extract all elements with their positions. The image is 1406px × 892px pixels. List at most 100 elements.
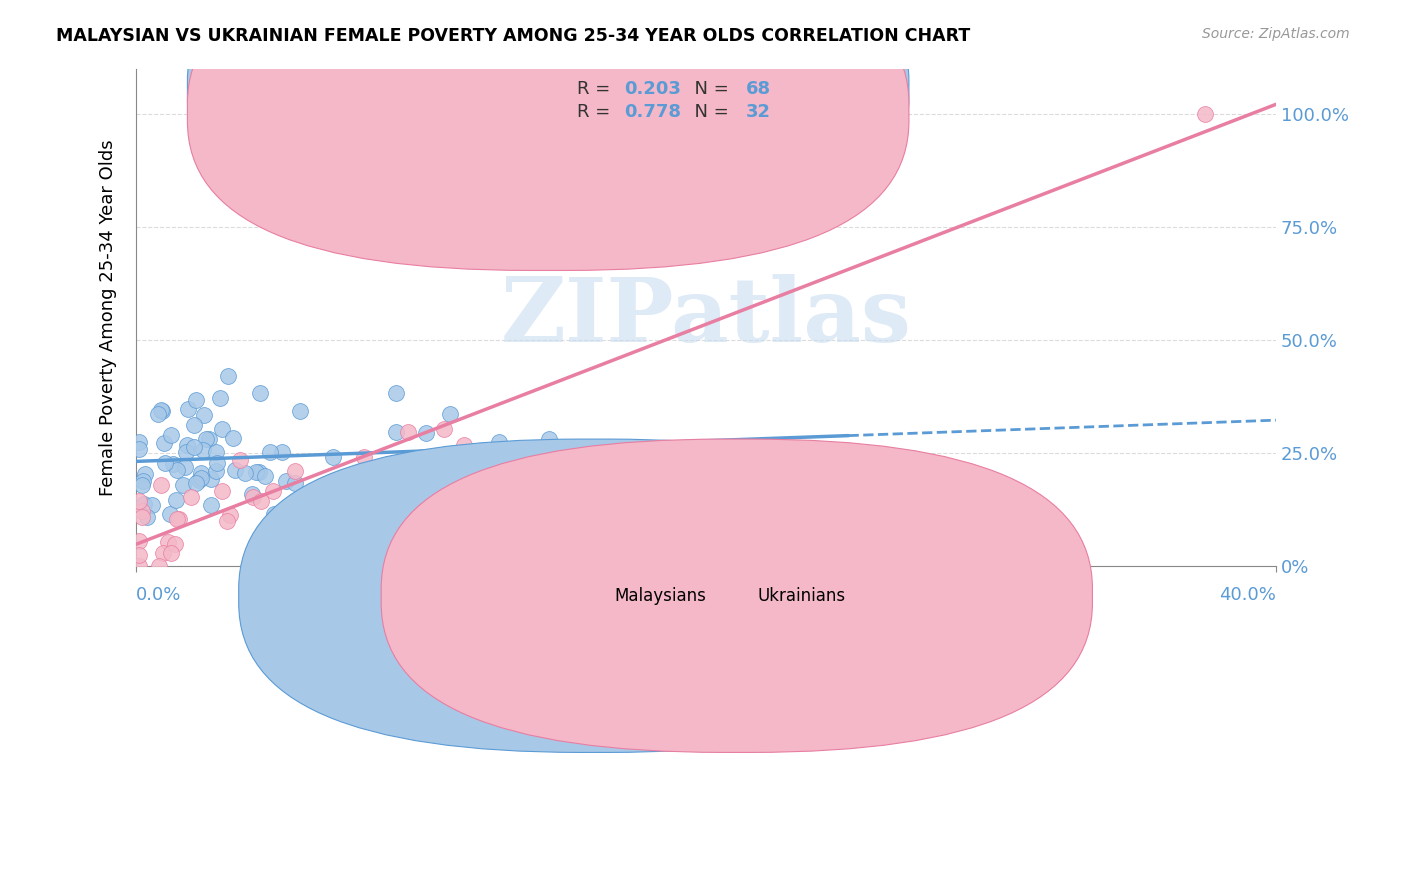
Point [211,422,233,436]
Point [224,463,246,477]
FancyBboxPatch shape [187,0,908,270]
Point [271,445,294,459]
Point [195,432,218,446]
Point [135,510,157,524]
Point [146,407,169,421]
Point [191,443,214,458]
Text: R =: R = [578,80,616,98]
Point [200,498,222,512]
Point [433,422,456,436]
Text: Malaysians: Malaysians [614,587,707,605]
Point [128,442,150,456]
Point [264,525,287,540]
Point [180,490,202,504]
Point [190,467,212,481]
Point [205,445,228,459]
Point [381,463,404,477]
Point [165,493,187,508]
Point [205,465,228,479]
Point [222,431,245,445]
Point [200,472,222,486]
Point [284,464,307,478]
Point [439,407,461,421]
Point [314,476,336,491]
Text: MALAYSIAN VS UKRAINIAN FEMALE POVERTY AMONG 25-34 YEAR OLDS CORRELATION CHART: MALAYSIAN VS UKRAINIAN FEMALE POVERTY AM… [56,27,970,45]
Point [259,445,281,459]
Text: Source: ZipAtlas.com: Source: ZipAtlas.com [1202,27,1350,41]
Point [353,450,375,464]
Point [396,425,419,440]
Point [172,478,194,492]
Point [134,498,156,512]
Point [131,504,153,518]
Text: N =: N = [683,103,735,121]
Point [450,504,472,518]
Text: 68: 68 [747,80,770,98]
Point [141,498,163,512]
FancyBboxPatch shape [239,439,950,753]
Point [385,425,408,440]
Point [183,440,205,454]
Point [131,510,153,524]
Point [254,469,277,483]
Point [160,427,183,442]
Point [190,471,212,485]
Point [240,487,263,501]
Point [132,474,155,488]
Point [208,392,231,406]
Point [149,477,172,491]
Point [302,512,325,526]
Point [322,450,344,464]
Text: 0.0%: 0.0% [136,586,181,604]
Point [198,432,221,446]
Point [249,386,271,401]
Point [211,483,233,498]
Point [217,369,239,384]
Point [461,459,484,474]
Point [488,435,510,450]
Text: 0.778: 0.778 [624,103,681,121]
FancyBboxPatch shape [381,439,1092,753]
Point [150,404,173,418]
FancyBboxPatch shape [187,0,908,248]
Point [153,436,176,450]
Point [301,494,323,508]
Point [165,537,187,551]
Point [128,548,150,562]
Point [385,386,408,401]
Point [183,418,205,433]
Point [166,462,188,476]
Point [174,445,197,459]
Point [288,404,311,418]
Point [277,506,299,520]
Point [184,392,207,407]
Point [157,535,180,549]
Point [263,508,285,522]
Y-axis label: Female Poverty Among 25-34 Year Olds: Female Poverty Among 25-34 Year Olds [100,139,117,496]
Text: 0.203: 0.203 [624,80,681,98]
Point [149,403,172,417]
Point [148,558,170,573]
Point [134,467,156,481]
Point [131,478,153,492]
Point [1194,107,1216,121]
Point [193,408,215,422]
Text: 32: 32 [747,103,770,121]
Point [128,534,150,549]
Point [186,476,208,491]
Point [262,484,284,499]
Point [284,475,307,490]
Point [250,494,273,508]
Point [177,401,200,416]
Point [160,546,183,560]
Point [159,507,181,521]
Point [128,493,150,508]
Point [162,457,184,471]
Point [242,490,264,504]
Point [176,438,198,452]
Point [152,546,174,560]
Text: ZIPatlas: ZIPatlas [501,274,911,360]
Text: N =: N = [683,80,735,98]
Text: Ukrainians: Ukrainians [758,587,845,605]
Point [167,512,190,526]
